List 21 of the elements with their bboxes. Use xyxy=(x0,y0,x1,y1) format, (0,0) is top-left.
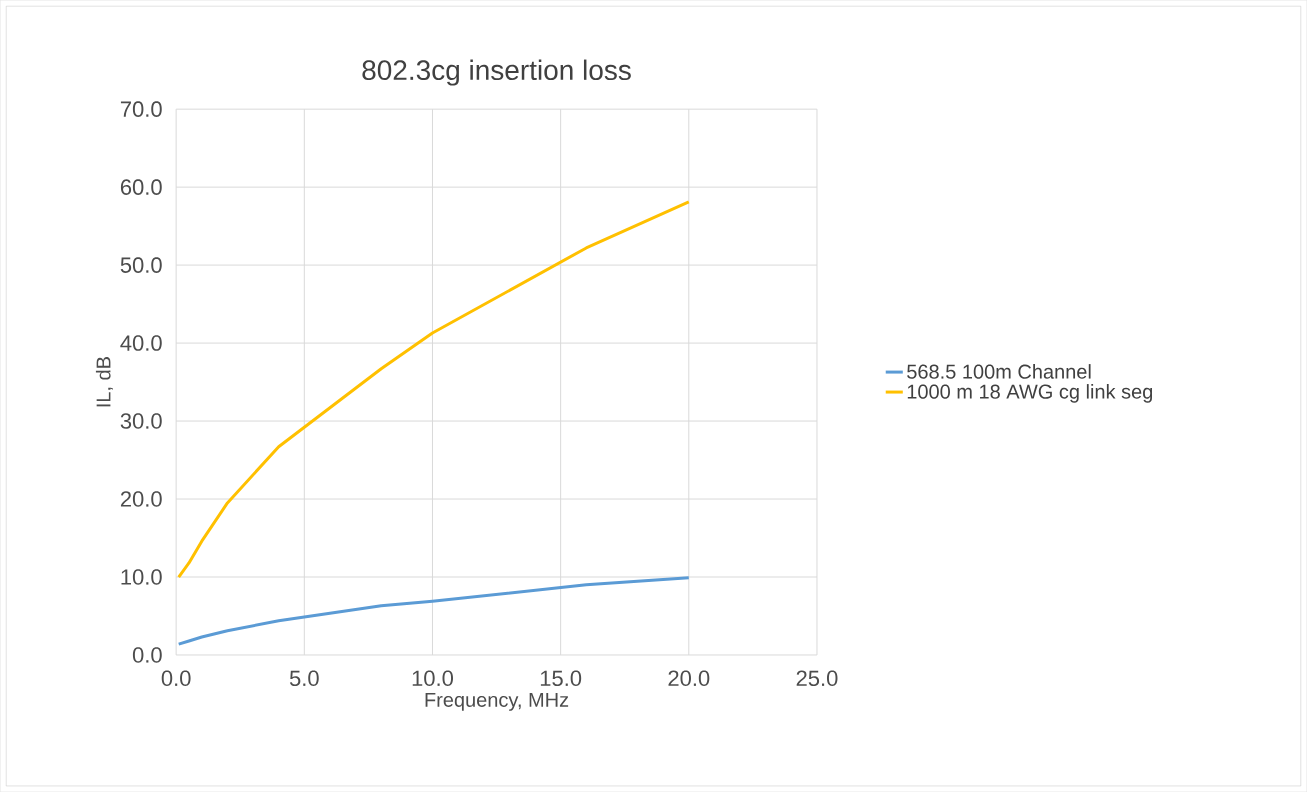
y-tick-label: 50.0 xyxy=(120,257,162,273)
x-tick-label: 25.0 xyxy=(796,670,838,687)
y-tick-label: 20.0 xyxy=(120,491,162,507)
x-tick-label: 15.0 xyxy=(540,670,582,687)
x-tick-label: 20.0 xyxy=(668,670,710,687)
x-tick-label: 5.0 xyxy=(289,670,319,687)
y-tick-label: 40.0 xyxy=(120,335,162,351)
legend-label: 1000 m 18 AWG cg link seg xyxy=(907,384,1153,403)
y-axis-title: IL, dB xyxy=(95,356,113,407)
y-tick-label: 30.0 xyxy=(120,413,162,429)
line-series xyxy=(177,576,691,646)
y-tick-label: 10.0 xyxy=(121,569,162,585)
y-tick-label: 0.0 xyxy=(132,647,162,663)
x-tick-label: 10.0 xyxy=(412,670,454,687)
x-tick-label: 0.0 xyxy=(161,670,191,687)
y-tick-label: 70.0 xyxy=(120,101,162,117)
chart-title: 802.3cg insertion loss xyxy=(362,59,631,86)
line-series xyxy=(177,200,691,579)
y-tick-label: 60.0 xyxy=(120,179,162,195)
x-axis-title: Frequency, MHz xyxy=(425,692,569,711)
legend-label: 568.5 100m Channel xyxy=(907,364,1091,379)
